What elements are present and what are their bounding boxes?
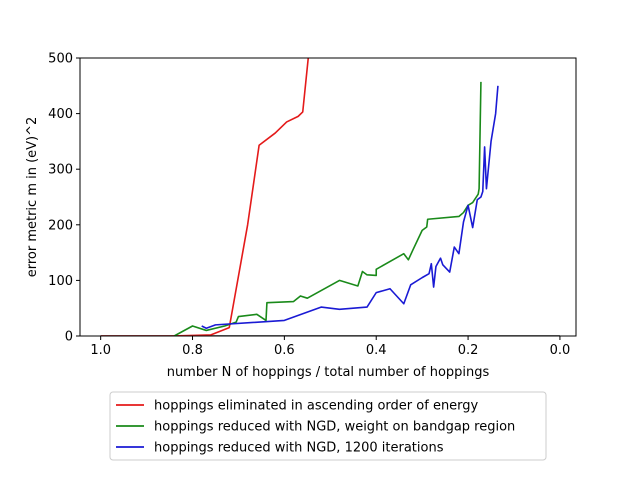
axis-ticks: 1.0 0.8 0.6 0.4 0.2 0.0 0 100 200 300 400 500 — [48, 52, 570, 359]
legend-label-2: hoppings reduced with NGD, weight on ban… — [154, 420, 515, 435]
legend-label-1: hoppings eliminated in ascending order o… — [154, 399, 479, 414]
legend: hoppings eliminated in ascending order o… — [109, 391, 547, 461]
y-tick-label: 0 — [65, 330, 73, 345]
x-tick-label: 0.0 — [550, 343, 571, 358]
y-tick-label: 400 — [48, 107, 73, 122]
y-axis-label: error metric m in (eV)^2 — [25, 117, 40, 278]
series-line-2 — [173, 81, 482, 336]
series-line-1 — [100, 58, 310, 336]
x-tick-label: 0.6 — [274, 343, 295, 358]
y-tick-label: 100 — [48, 274, 73, 289]
x-tick-label: 1.0 — [90, 343, 111, 358]
y-tick-label: 200 — [48, 218, 73, 233]
y-tick-label: 500 — [48, 52, 73, 67]
plot-area — [100, 58, 560, 336]
x-tick-label: 0.4 — [366, 343, 387, 358]
x-axis-label: number N of hoppings / total number of h… — [167, 365, 490, 380]
legend-box — [109, 391, 547, 461]
x-tick-label: 0.2 — [458, 343, 479, 358]
y-tick-label: 300 — [48, 163, 73, 178]
x-tick-label: 0.8 — [182, 343, 203, 358]
axes-frame — [79, 57, 577, 337]
legend-label-3: hoppings reduced with NGD, 1200 iteratio… — [154, 441, 444, 456]
series-line-3 — [201, 85, 499, 330]
